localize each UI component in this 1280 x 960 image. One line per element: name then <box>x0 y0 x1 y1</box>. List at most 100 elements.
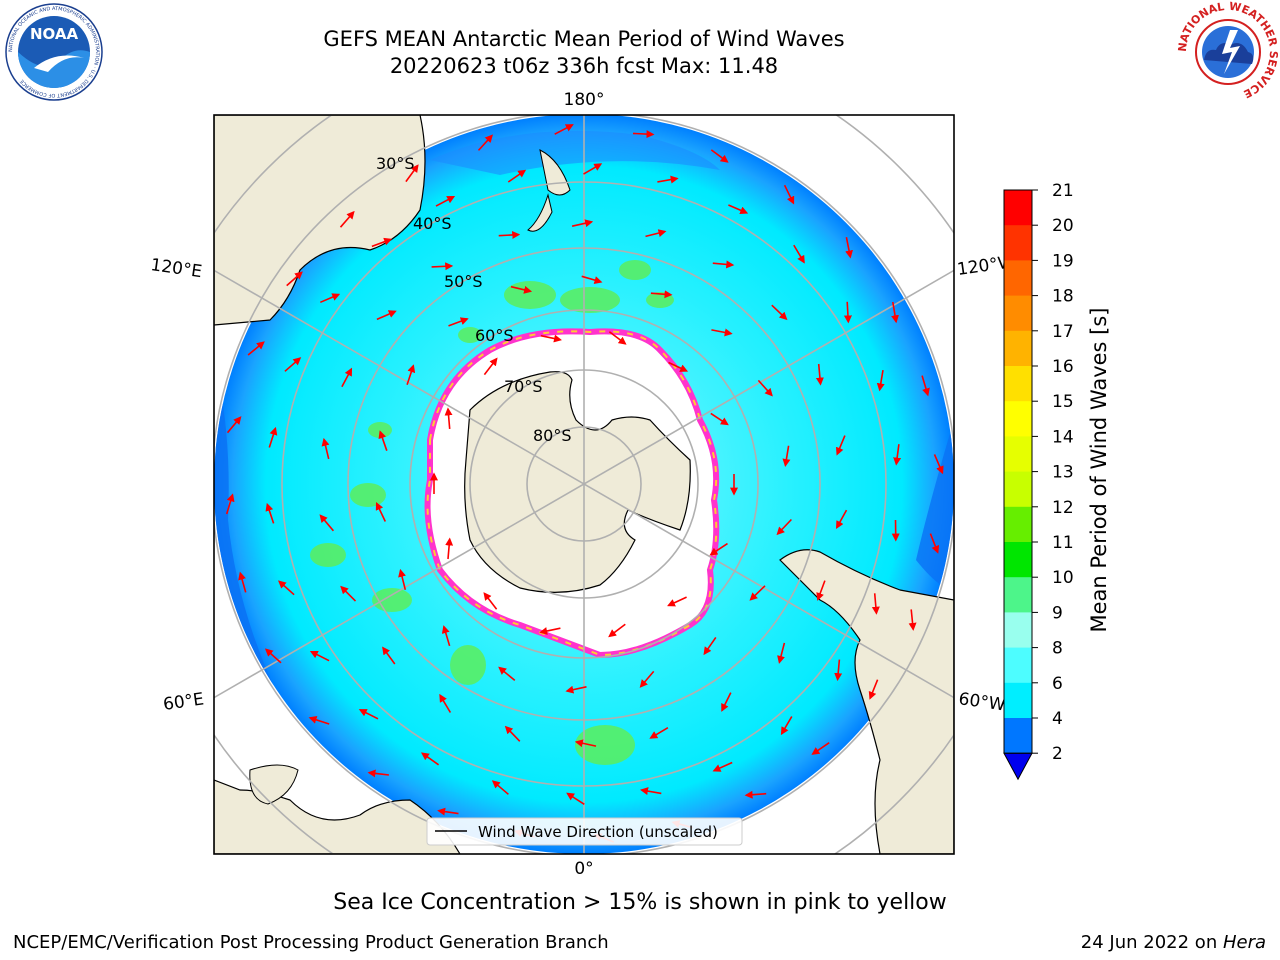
lon-label-60e: 60°E <box>162 689 205 714</box>
wind-wave-arrow <box>757 379 773 397</box>
lat-label-50s: 50°S <box>444 272 483 291</box>
wind-wave-arrow <box>448 317 469 327</box>
wind-wave-arrow <box>539 627 561 635</box>
wind-wave-arrow <box>835 435 846 456</box>
colorbar-bin <box>1004 682 1032 719</box>
chart-subtitle: 20220623 t06z 336h fcst Max: 11.48 <box>389 54 779 78</box>
wind-wave-arrow <box>371 237 393 248</box>
wind-wave-arrow <box>782 445 791 467</box>
wind-wave-arrow <box>510 285 533 294</box>
footer-date-text: 24 Jun 2022 on <box>1080 932 1223 953</box>
wind-wave-arrow <box>444 407 453 429</box>
colorbar-bin <box>1004 577 1032 613</box>
wind-wave-arrow <box>744 790 767 799</box>
wind-wave-arrow <box>308 716 330 725</box>
lat-label-30s: 30°S <box>376 154 415 173</box>
wind-wave-arrow <box>929 533 940 554</box>
wind-wave-arrow <box>783 184 795 205</box>
lon-label-180: 180° <box>564 90 605 110</box>
wind-wave-arrow <box>498 666 516 682</box>
wind-wave-arrow <box>749 585 766 601</box>
wind-wave-arrow <box>608 331 627 345</box>
wind-wave-arrow <box>540 334 562 343</box>
wind-wave-arrow <box>771 304 788 321</box>
wind-wave-arrow <box>238 571 247 593</box>
colorbar-bin <box>1004 542 1032 578</box>
colorbar-tick-label: 20 <box>1052 216 1074 236</box>
colorbar-bin <box>1004 471 1032 508</box>
wind-wave-arrow <box>445 537 454 560</box>
colorbar-bin <box>1004 295 1032 332</box>
colorbar-tick-label: 4 <box>1052 709 1063 729</box>
wind-wave-arrows <box>225 124 944 843</box>
wind-wave-arrow <box>483 357 498 376</box>
wind-wave-arrow <box>477 134 493 151</box>
colorbar-tick-label: 12 <box>1052 498 1074 518</box>
wind-wave-arrow <box>264 648 282 664</box>
wind-wave-arrow <box>640 787 662 796</box>
wind-wave-arrow <box>491 780 509 795</box>
colorbar-bin <box>1004 330 1032 367</box>
wind-wave-arrow <box>398 568 407 590</box>
wind-wave-arrow <box>406 364 416 386</box>
wind-wave-arrow <box>431 262 454 271</box>
wind-wave-arrow <box>645 229 667 238</box>
wind-wave-arrow <box>721 692 732 712</box>
wind-wave-arrow <box>608 623 626 638</box>
legend-label: Wind Wave Direction (unscaled) <box>478 823 718 841</box>
wind-wave-arrow <box>709 542 728 556</box>
deep-blue-patch-east <box>916 420 954 590</box>
lon-label-60w: 60°W <box>957 689 1006 715</box>
wind-wave-arrow <box>639 670 655 688</box>
colorbar-bin <box>1004 647 1032 684</box>
noaa-logo-text: NOAA <box>30 25 79 43</box>
colorbar-tick-label: 11 <box>1052 533 1074 553</box>
noaa-logo: NOAA NATIONAL OCEANIC AND ATMOSPHERIC AD… <box>5 3 103 101</box>
colorbar-bin <box>1004 260 1032 297</box>
wind-wave-arrow <box>712 761 733 772</box>
wind-wave-arrow <box>868 679 879 700</box>
graticule <box>214 115 954 854</box>
wind-wave-arrow <box>711 328 733 337</box>
lat-label-70s: 70°S <box>504 377 543 396</box>
wind-wave-arrow <box>507 169 527 183</box>
deep-blue-patch-north <box>430 130 720 175</box>
footer-credit: NCEP/EMC/Verification Post Processing Pr… <box>13 932 609 953</box>
colorbar-tick-label: 13 <box>1052 463 1074 483</box>
wind-wave-arrow <box>657 175 679 184</box>
wind-wave-arrow <box>571 219 594 228</box>
wind-wave-arrow <box>554 124 574 135</box>
wind-wave-arrow <box>834 659 843 682</box>
colorbar-tick-label: 8 <box>1052 639 1063 659</box>
wind-wave-arrow <box>226 416 242 434</box>
wind-wave-arrow <box>284 357 302 372</box>
colorbar-bin <box>1004 190 1032 226</box>
australia-land <box>214 115 426 326</box>
sea-ice-caption: Sea Ice Concentration > 15% is shown in … <box>333 890 947 915</box>
wind-wave-arrow <box>376 310 397 321</box>
colorbar-tick-label: 2 <box>1052 744 1063 764</box>
wind-wave-arrow <box>728 204 749 215</box>
wind-wave-arrow <box>845 237 853 259</box>
colorbar-bin <box>1004 718 1032 754</box>
wind-wave-arrow <box>286 271 303 287</box>
colorbar-label: Mean Period of Wind Waves [s] <box>1087 308 1111 633</box>
colorbar-tick-label: 19 <box>1052 251 1074 271</box>
wind-wave-arrow <box>650 290 673 299</box>
wind-wave-arrow <box>420 752 440 766</box>
wind-wave-arrow <box>667 596 687 607</box>
footer-date: 24 Jun 2022 on Hera <box>1081 932 1266 953</box>
lat-label-60s: 60°S <box>475 326 514 345</box>
lon-label-0: 0° <box>574 859 593 879</box>
colorbar-extend-arrow <box>1003 752 1033 781</box>
lat-label-40s: 40°S <box>413 214 452 233</box>
wind-wave-arrow <box>893 444 902 466</box>
wind-wave-arrow <box>405 164 419 183</box>
wind-wave-arrow <box>439 693 452 713</box>
wind-wave-arrow <box>565 685 587 694</box>
wind-wave-arrow <box>247 341 265 356</box>
antarctica-land <box>464 371 691 593</box>
wind-wave-arrow <box>836 509 848 529</box>
wind-wave-arrow <box>225 493 235 515</box>
colorbar: 21 20 19 18 17 16 15 14 13 12 11 10 9 8 6 4 2 <box>1003 181 1074 781</box>
